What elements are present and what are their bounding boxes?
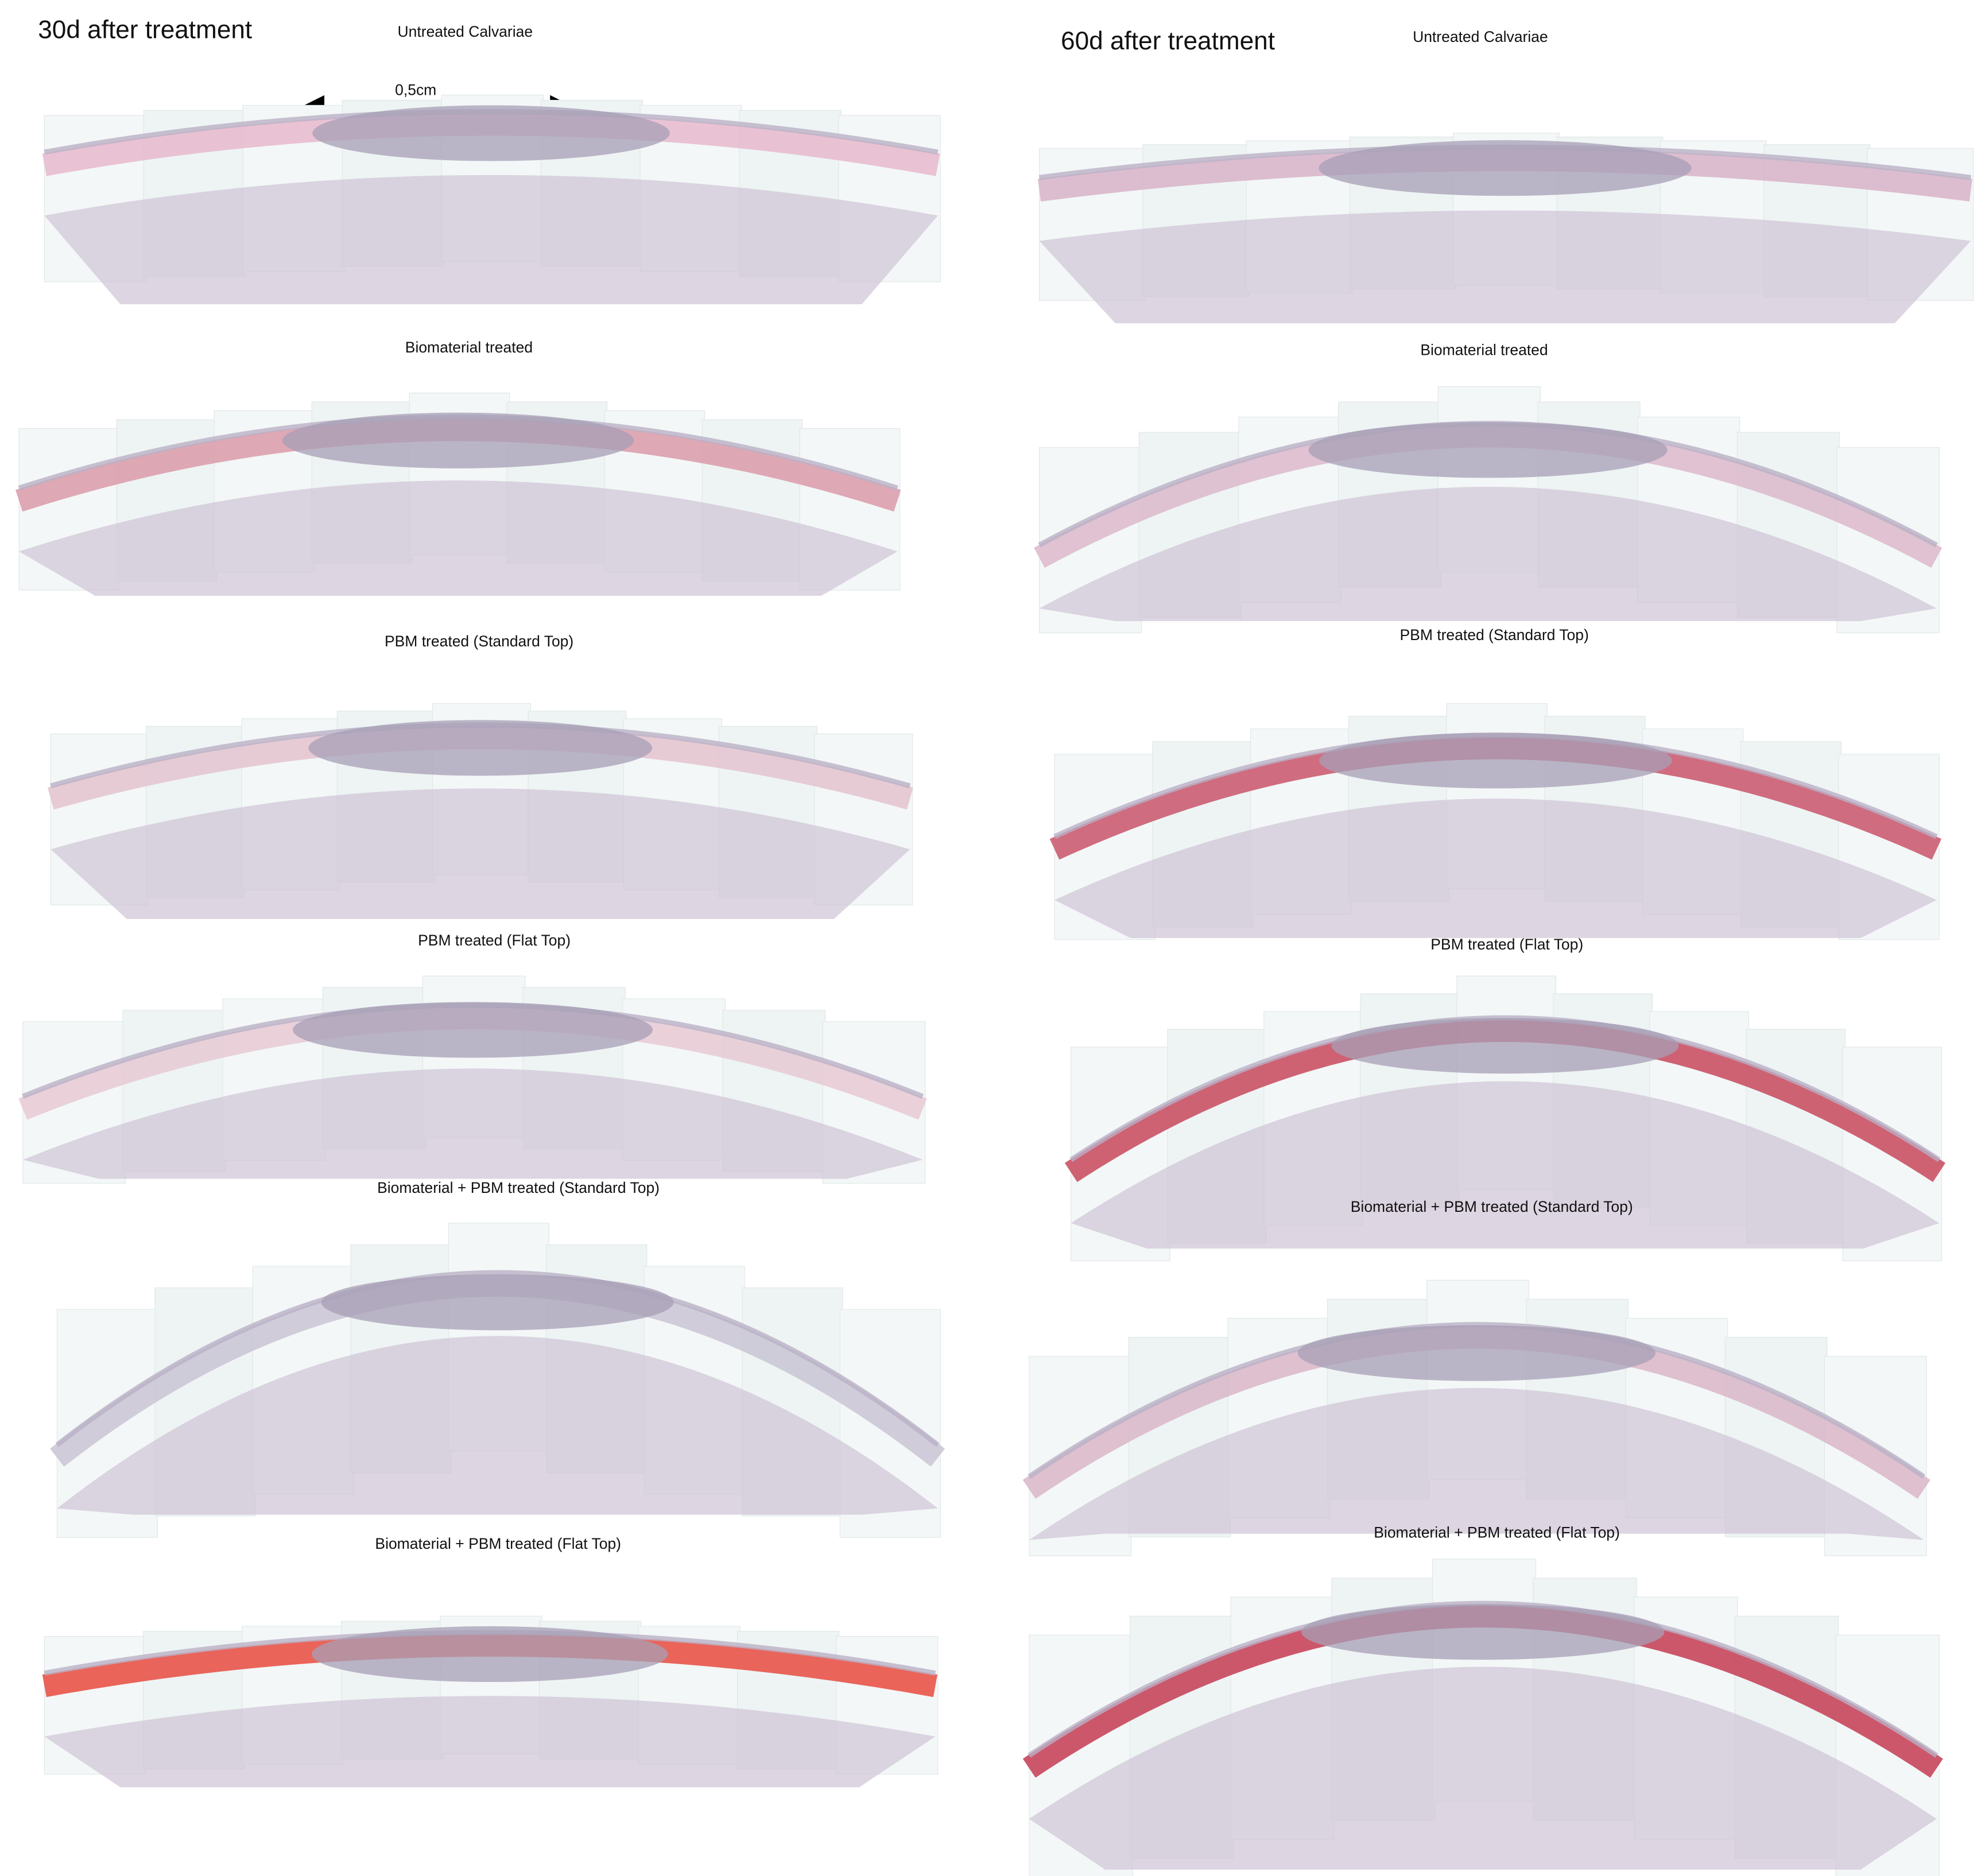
periosteum <box>55 1270 940 1447</box>
panel-label: PBM treated (Standard Top) <box>1400 626 1589 644</box>
defect-region <box>308 720 653 776</box>
defect-region <box>1308 422 1668 478</box>
periosteum <box>1028 1600 1939 1758</box>
panel-label: Biomaterial treated <box>405 339 533 356</box>
panel-label: Biomaterial + PBM treated (Flat Top) <box>375 1535 621 1552</box>
defect-region <box>1301 1604 1665 1660</box>
panel-label: PBM treated (Standard Top) <box>385 633 573 650</box>
brain-tissue <box>57 1336 938 1515</box>
scale-bar-label: 0,5cm <box>395 82 436 99</box>
periosteum <box>1028 1322 1926 1479</box>
brain-tissue <box>51 788 910 919</box>
brain-tissue <box>1071 1081 1940 1249</box>
panel-label: Untreated Calvariae <box>398 23 533 40</box>
brain-tissue <box>1039 486 1937 622</box>
defect-region <box>1297 1325 1656 1381</box>
brain-tissue <box>1039 210 1971 324</box>
panel-label: Untreated Calvariae <box>1413 28 1548 45</box>
brain-tissue <box>1055 799 1937 938</box>
defect-region <box>1319 732 1672 789</box>
defect-region <box>282 412 634 468</box>
defect-region <box>321 1274 674 1331</box>
brain-tissue <box>22 1068 923 1179</box>
panel-label: Biomaterial + PBM treated (Flat Top) <box>1374 1524 1620 1541</box>
column-title: 30d after treatment <box>38 15 252 44</box>
brain-tissue <box>1029 1387 1924 1540</box>
brain-tissue <box>19 480 898 596</box>
column-title: 60d after treatment <box>1061 27 1275 55</box>
defect-region <box>311 1626 668 1683</box>
brain-tissue <box>1029 1666 1937 1870</box>
brain-tissue <box>44 1696 936 1788</box>
defect-region <box>312 105 670 161</box>
brain-tissue <box>44 175 938 305</box>
panel-label: Biomaterial treated <box>1420 341 1548 358</box>
panel-label: PBM treated (Flat Top) <box>1430 936 1583 953</box>
defect-region <box>1331 1018 1679 1074</box>
defect-region <box>1319 140 1692 196</box>
defect-region <box>293 1002 653 1058</box>
panel-label: PBM treated (Flat Top) <box>418 932 571 949</box>
panel-label: Biomaterial + PBM treated (Standard Top) <box>1351 1198 1633 1215</box>
panel-label: Biomaterial + PBM treated (Standard Top) <box>377 1179 660 1196</box>
